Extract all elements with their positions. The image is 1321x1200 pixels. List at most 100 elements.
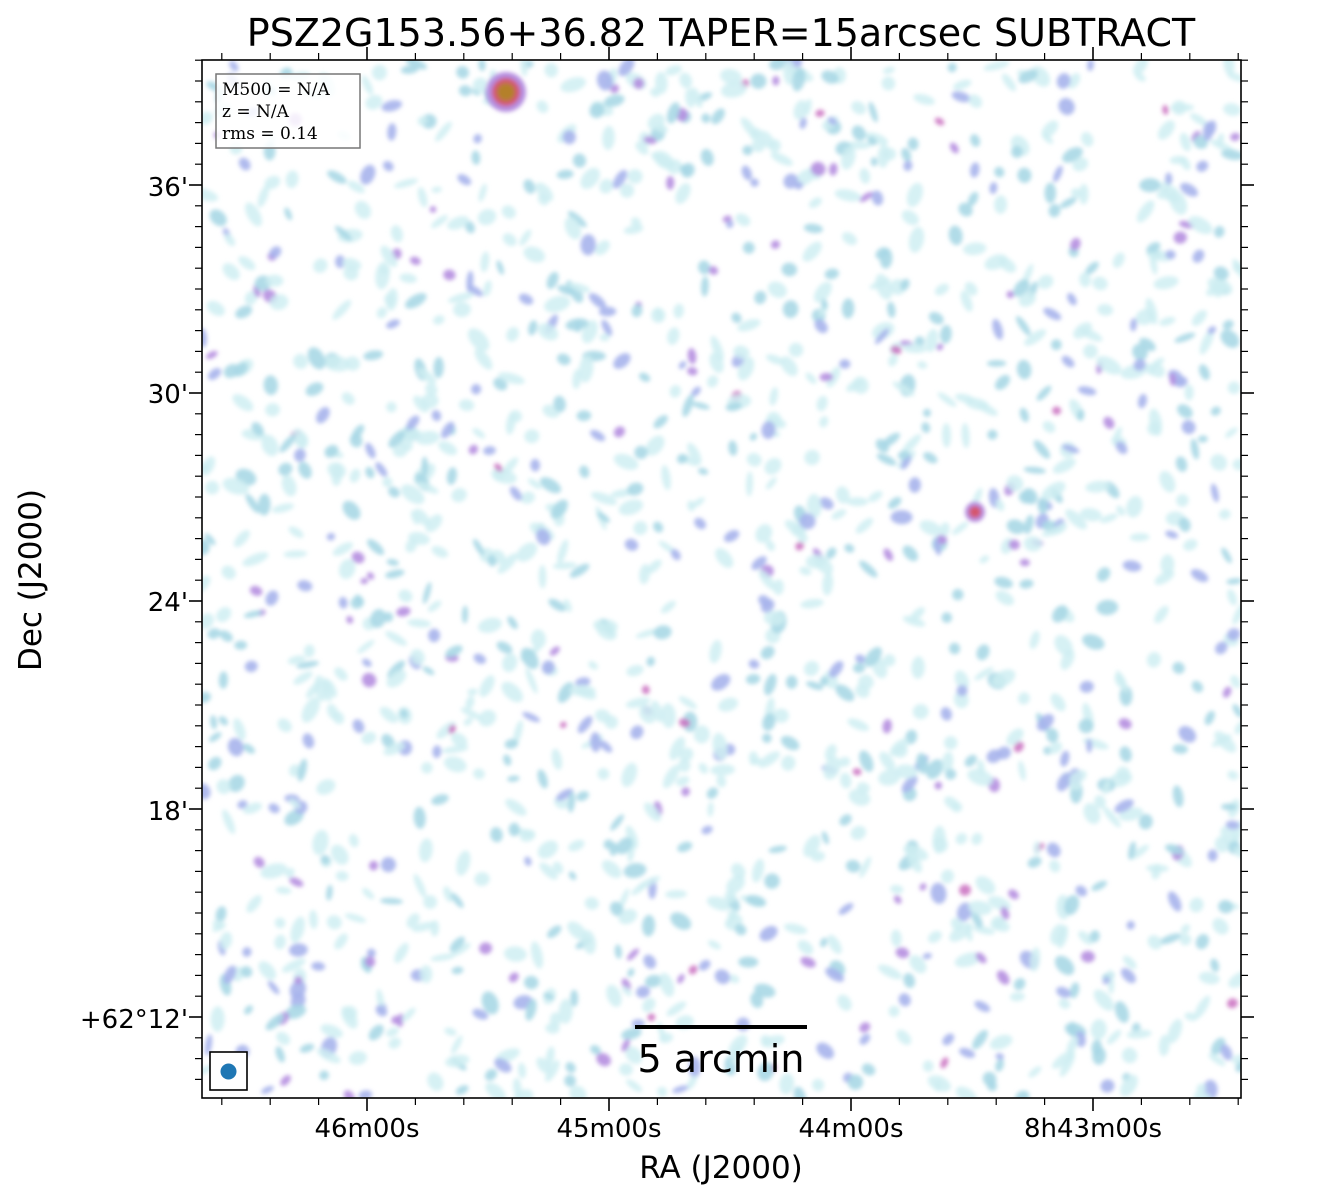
noise-blob	[888, 1005, 900, 1017]
noise-blob	[269, 294, 289, 311]
noise-blob	[716, 775, 727, 788]
noise-blob	[826, 366, 841, 388]
noise-blob	[1214, 225, 1225, 238]
noise-blob	[456, 850, 471, 876]
noise-blob	[279, 434, 296, 453]
noise-blob	[1188, 216, 1213, 235]
source-core	[497, 83, 515, 101]
noise-blob	[951, 91, 971, 103]
noise-blob	[1195, 933, 1210, 950]
noise-blob	[431, 794, 449, 805]
noise-blob	[1119, 685, 1133, 706]
noise-blob	[841, 145, 856, 170]
noise-blob	[264, 175, 281, 190]
noise-blob	[357, 639, 375, 654]
noise-blob	[1210, 139, 1234, 153]
noise-blob	[844, 543, 855, 553]
noise-blob	[1052, 605, 1068, 623]
noise-blob	[224, 233, 236, 247]
noise-blob	[1008, 889, 1019, 900]
noise-blob	[895, 947, 910, 959]
noise-blob	[792, 67, 806, 92]
noise-blob	[723, 530, 740, 543]
noise-blob	[731, 863, 746, 880]
noise-blob	[421, 762, 433, 774]
y-tick-label-18: 18'	[148, 797, 188, 827]
noise-blob	[455, 1085, 469, 1095]
noise-blob	[394, 942, 409, 963]
noise-blob	[799, 117, 807, 129]
noise-blob	[413, 395, 429, 413]
noise-blob	[637, 876, 661, 889]
noise-blob	[762, 713, 776, 731]
noise-blob	[1210, 406, 1221, 416]
noise-blob	[306, 681, 321, 699]
noise-blob	[545, 1046, 555, 1067]
noise-blob	[1027, 856, 1042, 868]
noise-blob	[1172, 661, 1185, 674]
noise-blob	[1081, 131, 1094, 147]
noise-blob	[1023, 466, 1046, 474]
noise-blob	[926, 759, 944, 780]
noise-blob	[479, 675, 495, 697]
noise-blob	[297, 758, 308, 782]
noise-blob	[701, 825, 713, 835]
noise-blob	[691, 401, 710, 410]
noise-blob	[1058, 998, 1071, 1009]
noise-blob	[630, 725, 644, 740]
noise-blob	[447, 216, 469, 230]
noise-blob	[799, 513, 816, 530]
noise-blob	[1225, 427, 1238, 438]
noise-blob	[341, 1006, 358, 1029]
noise-blob	[598, 306, 617, 317]
noise-blob	[494, 1058, 512, 1073]
noise-blob	[599, 333, 610, 342]
noise-blob	[1093, 989, 1114, 1011]
noise-blob	[1227, 628, 1241, 641]
noise-blob	[299, 1043, 315, 1053]
noise-blob	[610, 489, 633, 498]
noise-blob	[568, 839, 585, 852]
noise-blob	[829, 162, 838, 176]
noise-blob	[491, 468, 517, 484]
noise-blob	[268, 803, 280, 814]
noise-blob	[859, 1033, 871, 1045]
noise-blob	[1079, 680, 1094, 693]
noise-blob	[643, 136, 657, 145]
noise-blob	[679, 747, 694, 762]
noise-blob	[810, 161, 826, 176]
noise-blob	[1207, 326, 1217, 335]
noise-blob	[1183, 539, 1198, 551]
noise-blob	[1096, 567, 1111, 582]
noise-blob	[995, 1058, 1005, 1072]
noise-blob	[422, 582, 432, 604]
noise-blob	[205, 480, 220, 495]
noise-blob	[261, 1085, 274, 1094]
noise-blob	[480, 251, 490, 273]
noise-blob	[293, 671, 313, 685]
noise-blob	[610, 84, 620, 94]
noise-blob	[984, 254, 1008, 270]
noise-blob	[627, 169, 643, 184]
noise-blob	[720, 68, 742, 85]
noise-blob	[785, 675, 798, 689]
noise-blob	[1226, 998, 1238, 1009]
noise-blob	[535, 528, 551, 546]
noise-blob	[232, 394, 254, 412]
noise-blob	[229, 60, 239, 72]
noise-blob	[745, 471, 754, 497]
noise-blob	[883, 654, 896, 667]
noise-blob	[505, 798, 527, 816]
noise-blob	[814, 319, 828, 334]
noise-blob	[697, 467, 709, 475]
noise-blob	[1157, 120, 1175, 140]
noise-blob	[622, 986, 632, 997]
noise-blob	[660, 703, 676, 728]
noise-blob	[407, 618, 432, 628]
noise-blob	[405, 293, 427, 309]
noise-blob	[662, 764, 680, 789]
noise-blob	[577, 716, 593, 734]
noise-blob	[294, 976, 303, 985]
noise-blob	[646, 559, 662, 574]
noise-blob	[1061, 355, 1075, 368]
